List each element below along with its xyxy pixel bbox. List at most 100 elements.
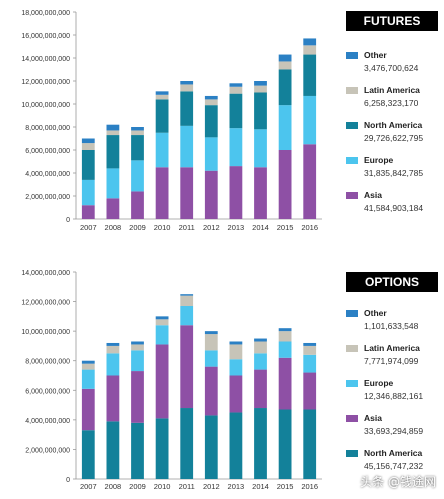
futures-bar-asia: [155, 167, 169, 219]
futures-bar-other: [229, 83, 243, 87]
futures-bar-europe: [106, 168, 120, 199]
futures-bar-europe: [131, 160, 144, 192]
options-x-tick-label: 2014: [252, 482, 269, 491]
options-y-tick-label: 12,000,000,000: [21, 300, 70, 307]
options-bar-other: [131, 341, 144, 345]
options-bar-north-america: [131, 422, 144, 479]
futures-bar-north-america: [303, 54, 317, 96]
options-bar-europe: [303, 354, 317, 373]
futures-bar-north-america: [180, 91, 194, 126]
options-bar-europe: [106, 353, 120, 376]
futures-bar-north-america: [131, 135, 144, 161]
futures-bar-other: [155, 91, 169, 95]
options-bar-asia: [81, 388, 95, 431]
futures-bar-north-america: [278, 69, 292, 106]
options-bar-europe: [229, 359, 243, 376]
options-bar-north-america: [229, 412, 243, 479]
futures-y-tick-label: 18,000,000,000: [21, 10, 70, 17]
options-bar-north-america: [303, 409, 317, 479]
futures-bar-other: [204, 95, 218, 100]
options-bar-europe: [155, 325, 169, 345]
futures-bar-north-america: [204, 105, 218, 138]
options-bar-asia: [204, 366, 218, 416]
options-bar-other: [303, 342, 317, 346]
options-bar-europe: [254, 353, 267, 370]
options-x-tick-label: 2008: [105, 482, 122, 491]
futures-y-tick-label: 8,000,000,000: [25, 125, 70, 132]
options-legend-swatch-europe: [346, 380, 358, 387]
futures-bar-asia: [81, 205, 95, 219]
futures-legend-value: 41,584,903,184: [364, 203, 423, 213]
options-bar-asia: [229, 375, 243, 413]
futures-x-tick-label: 2008: [105, 223, 122, 232]
futures-legend-name: Asia: [364, 190, 382, 200]
futures-bar-other: [254, 81, 267, 86]
futures-bar-north-america: [254, 92, 267, 130]
futures-bar-europe: [303, 95, 317, 145]
options-bar-asia: [303, 372, 317, 410]
options-y-tick-label: 14,000,000,000: [21, 270, 70, 277]
futures-bar-latin-america: [254, 85, 267, 93]
futures-bar-latin-america: [278, 61, 292, 70]
options-bar-other: [254, 338, 267, 342]
options-bar-north-america: [278, 409, 292, 479]
futures-legend-swatch-europe: [346, 157, 358, 164]
options-x-tick-label: 2007: [80, 482, 97, 491]
options-x-tick-label: 2016: [301, 482, 318, 491]
futures-bar-latin-america: [106, 130, 120, 136]
options-x-tick-label: 2013: [228, 482, 245, 491]
futures-bar-latin-america: [303, 45, 317, 55]
options-legend-swatch-other: [346, 310, 358, 317]
futures-legend-name: Europe: [364, 155, 394, 165]
options-bar-north-america: [155, 418, 169, 479]
futures-bar-other: [106, 124, 120, 131]
futures-bar-latin-america: [204, 99, 218, 106]
options-legend-swatch-latin-america: [346, 345, 358, 352]
futures-bar-asia: [180, 167, 194, 219]
futures-bar-other: [81, 138, 95, 144]
futures-bar-other: [278, 54, 292, 62]
options-legend-value: 1,101,633,548: [364, 321, 419, 331]
futures-y-tick-label: 4,000,000,000: [25, 171, 70, 178]
futures-x-tick-label: 2009: [129, 223, 146, 232]
options-bar-other: [229, 341, 243, 345]
options-x-tick-label: 2015: [277, 482, 294, 491]
options-bar-asia: [106, 375, 120, 422]
futures-bar-latin-america: [81, 143, 95, 150]
options-y-tick-label: 4,000,000,000: [25, 418, 70, 425]
options-bar-europe: [204, 350, 218, 367]
options-bar-latin-america: [155, 319, 169, 326]
options-bar-asia: [155, 344, 169, 419]
futures-bar-latin-america: [180, 84, 194, 92]
futures-bar-north-america: [81, 150, 95, 180]
futures-legend-value: 29,726,622,795: [364, 133, 423, 143]
futures-bar-europe: [204, 137, 218, 171]
options-bar-other: [204, 331, 218, 335]
options-x-tick-label: 2010: [154, 482, 171, 491]
futures-bar-asia: [303, 144, 317, 219]
options-legend-name: Europe: [364, 378, 394, 388]
futures-legend-swatch-asia: [346, 192, 358, 199]
options-bar-north-america: [254, 408, 267, 479]
options-legend-name: Latin America: [364, 343, 420, 353]
options-y-tick-label: 8,000,000,000: [25, 359, 70, 366]
futures-legend-value: 6,258,323,170: [364, 98, 419, 108]
futures-bar-north-america: [229, 93, 243, 129]
futures-bar-asia: [254, 167, 267, 219]
options-bar-latin-america: [303, 345, 317, 355]
options-x-tick-label: 2012: [203, 482, 220, 491]
options-bar-other: [106, 342, 120, 346]
futures-bar-europe: [155, 132, 169, 168]
futures-x-tick-label: 2014: [252, 223, 269, 232]
options-legend-value: 33,693,294,859: [364, 426, 423, 436]
futures-y-tick-label: 6,000,000,000: [25, 148, 70, 155]
futures-bar-asia: [131, 191, 144, 219]
options-bar-other: [180, 294, 194, 296]
futures-bar-europe: [180, 125, 194, 168]
options-y-tick-label: 0: [66, 477, 70, 484]
futures-legend-swatch-other: [346, 52, 358, 59]
futures-bar-north-america: [106, 135, 120, 169]
futures-bar-europe: [254, 129, 267, 168]
options-bar-other: [155, 316, 169, 320]
